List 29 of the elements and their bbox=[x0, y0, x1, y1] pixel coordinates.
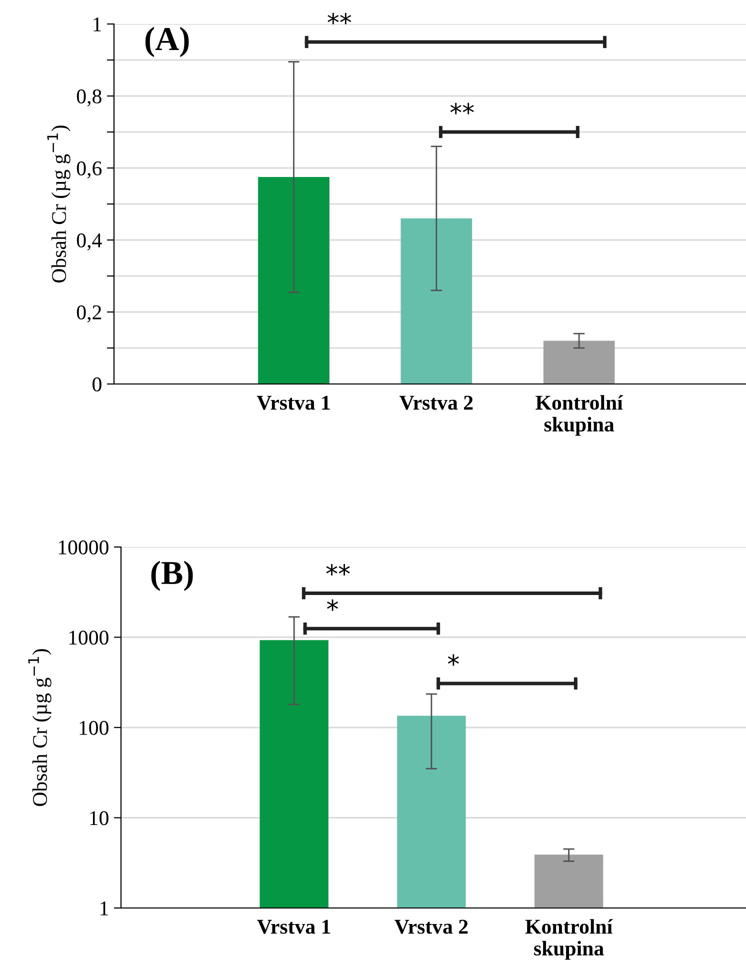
x-tick-label: Vrstva 1 bbox=[256, 396, 330, 410]
annotation: * bbox=[327, 599, 338, 611]
y-tick-label: 1 bbox=[94, 17, 101, 32]
annotation: (B) bbox=[151, 560, 193, 591]
y-tick-label: 10 bbox=[90, 811, 108, 826]
annotation: ** bbox=[450, 102, 474, 114]
y-tick-label: 0,2 bbox=[76, 305, 102, 322]
y-tick-label: 1 bbox=[100, 901, 108, 916]
y-axis-title: Obsah Cr (µg g$^{−1}$) bbox=[47, 126, 70, 283]
annotation: (A) bbox=[145, 26, 189, 58]
x-tick-label: Kontrolní skupina bbox=[525, 919, 613, 960]
x-tick-label: Vrstva 2 bbox=[400, 396, 473, 410]
annotation: * bbox=[448, 654, 459, 666]
bar bbox=[258, 177, 330, 384]
y-tick-label: 0,8 bbox=[76, 89, 102, 106]
bar bbox=[400, 218, 472, 384]
y-tick-label: 0,6 bbox=[76, 161, 102, 178]
bar bbox=[543, 340, 615, 384]
y-tick-label: 1000 bbox=[69, 630, 108, 645]
x-tick-label: Vrstva 1 bbox=[257, 920, 330, 934]
y-tick-label: 10000 bbox=[58, 540, 108, 554]
annotation: ** bbox=[326, 564, 350, 576]
y-tick-label: 0 bbox=[92, 377, 102, 392]
x-tick-label: Vrstva 2 bbox=[394, 920, 468, 934]
y-tick-label: 100 bbox=[80, 720, 108, 735]
y-tick-label: 0,4 bbox=[76, 233, 102, 250]
annotation: ** bbox=[328, 12, 352, 24]
x-tick-label: Kontrolní skupina bbox=[536, 395, 624, 436]
y-axis-title: Obsah Cr (µg g$^{−1}$) bbox=[28, 649, 52, 806]
